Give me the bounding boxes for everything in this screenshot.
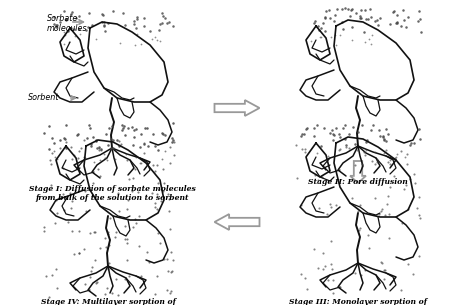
Polygon shape	[215, 214, 259, 230]
Text: Sorbate
molecules: Sorbate molecules	[47, 14, 88, 34]
Text: Stage I: Diffusion of sorbate molecules
from bulk of the solution to sorbent: Stage I: Diffusion of sorbate molecules …	[28, 185, 195, 202]
Text: Sorbent: Sorbent	[28, 92, 60, 102]
Text: Stage II: Pore diffusion: Stage II: Pore diffusion	[308, 178, 408, 186]
Polygon shape	[350, 161, 366, 183]
Text: Stage III: Monolayer sorption of
sorbate molecules: Stage III: Monolayer sorption of sorbate…	[289, 298, 427, 305]
Text: Stage IV: Multilayer sorption of
sorbate molecules: Stage IV: Multilayer sorption of sorbate…	[41, 298, 175, 305]
Polygon shape	[215, 100, 259, 116]
